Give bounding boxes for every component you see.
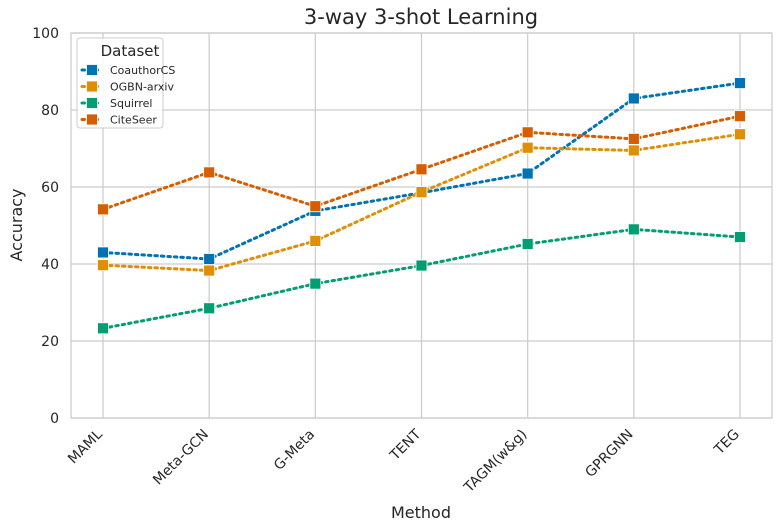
data-point (627, 132, 640, 145)
data-point (97, 246, 109, 259)
series-ogbn-arxiv (97, 128, 746, 277)
data-point (734, 77, 746, 89)
data-point (203, 302, 216, 315)
data-point (734, 128, 746, 141)
chart-title: 3-way 3-shot Learning (304, 5, 538, 29)
x-tick-label: GPRGNN (582, 427, 636, 481)
legend-marker (86, 64, 98, 76)
legend-title: Dataset (101, 42, 160, 60)
legend-label: CoauthorCS (110, 64, 175, 77)
y-tick-label: 40 (41, 257, 59, 273)
series-citeseer (97, 110, 746, 216)
data-point (521, 126, 534, 139)
legend-item: CoauthorCS (80, 64, 175, 77)
y-axis-label: Accuracy (7, 188, 26, 261)
legend-label: CiteSeer (110, 114, 157, 127)
legend-item: OGBN-arxiv (80, 80, 174, 94)
data-point (521, 141, 534, 154)
x-tick-label: TAGM(w&g) (461, 427, 531, 497)
data-point (415, 163, 428, 176)
y-tick-label: 100 (32, 26, 59, 42)
y-tick-label: 20 (41, 334, 59, 350)
x-axis-label: Method (391, 503, 451, 522)
data-point (97, 259, 109, 272)
legend-marker (86, 97, 98, 109)
x-tick-label: Meta-GCN (150, 427, 212, 489)
data-point (734, 231, 746, 243)
data-point (521, 167, 534, 180)
legend-marker (86, 80, 98, 93)
data-point (309, 277, 322, 290)
data-point (415, 186, 428, 198)
data-point (97, 203, 109, 216)
data-point (203, 166, 216, 179)
y-tick-label: 60 (41, 180, 59, 196)
legend-item: CiteSeer (80, 113, 157, 127)
series-squirrel (97, 223, 746, 335)
legend-label: OGBN-arxiv (110, 81, 174, 94)
legend-items: CoauthorCS OGBN-arxiv Squirrel CiteSeer (80, 64, 175, 127)
plot-frame (70, 32, 773, 419)
series-layer (97, 77, 746, 335)
x-tick-label: G-Meta (271, 427, 318, 474)
data-point (627, 223, 640, 236)
y-tick-label: 80 (41, 103, 59, 119)
legend-label: Squirrel (110, 97, 152, 110)
data-point (734, 110, 746, 123)
legend-box (76, 37, 164, 129)
data-point (309, 200, 322, 213)
x-tick-label: TENT (387, 426, 425, 464)
legend-marker (86, 113, 98, 126)
data-point (627, 92, 640, 105)
legend-item: Squirrel (80, 97, 152, 110)
data-point (521, 238, 534, 250)
data-point (627, 144, 640, 157)
data-point (203, 264, 216, 277)
data-point (203, 253, 216, 265)
x-tick-label: TEG (711, 427, 743, 459)
data-point (415, 259, 428, 272)
data-point (97, 322, 109, 335)
data-point (309, 234, 322, 247)
y-tick-label: 0 (50, 411, 59, 427)
legend: Dataset CoauthorCS OGBN-arxiv Squirrel Cite… (76, 37, 175, 129)
x-tick-label: MAML (65, 426, 106, 467)
